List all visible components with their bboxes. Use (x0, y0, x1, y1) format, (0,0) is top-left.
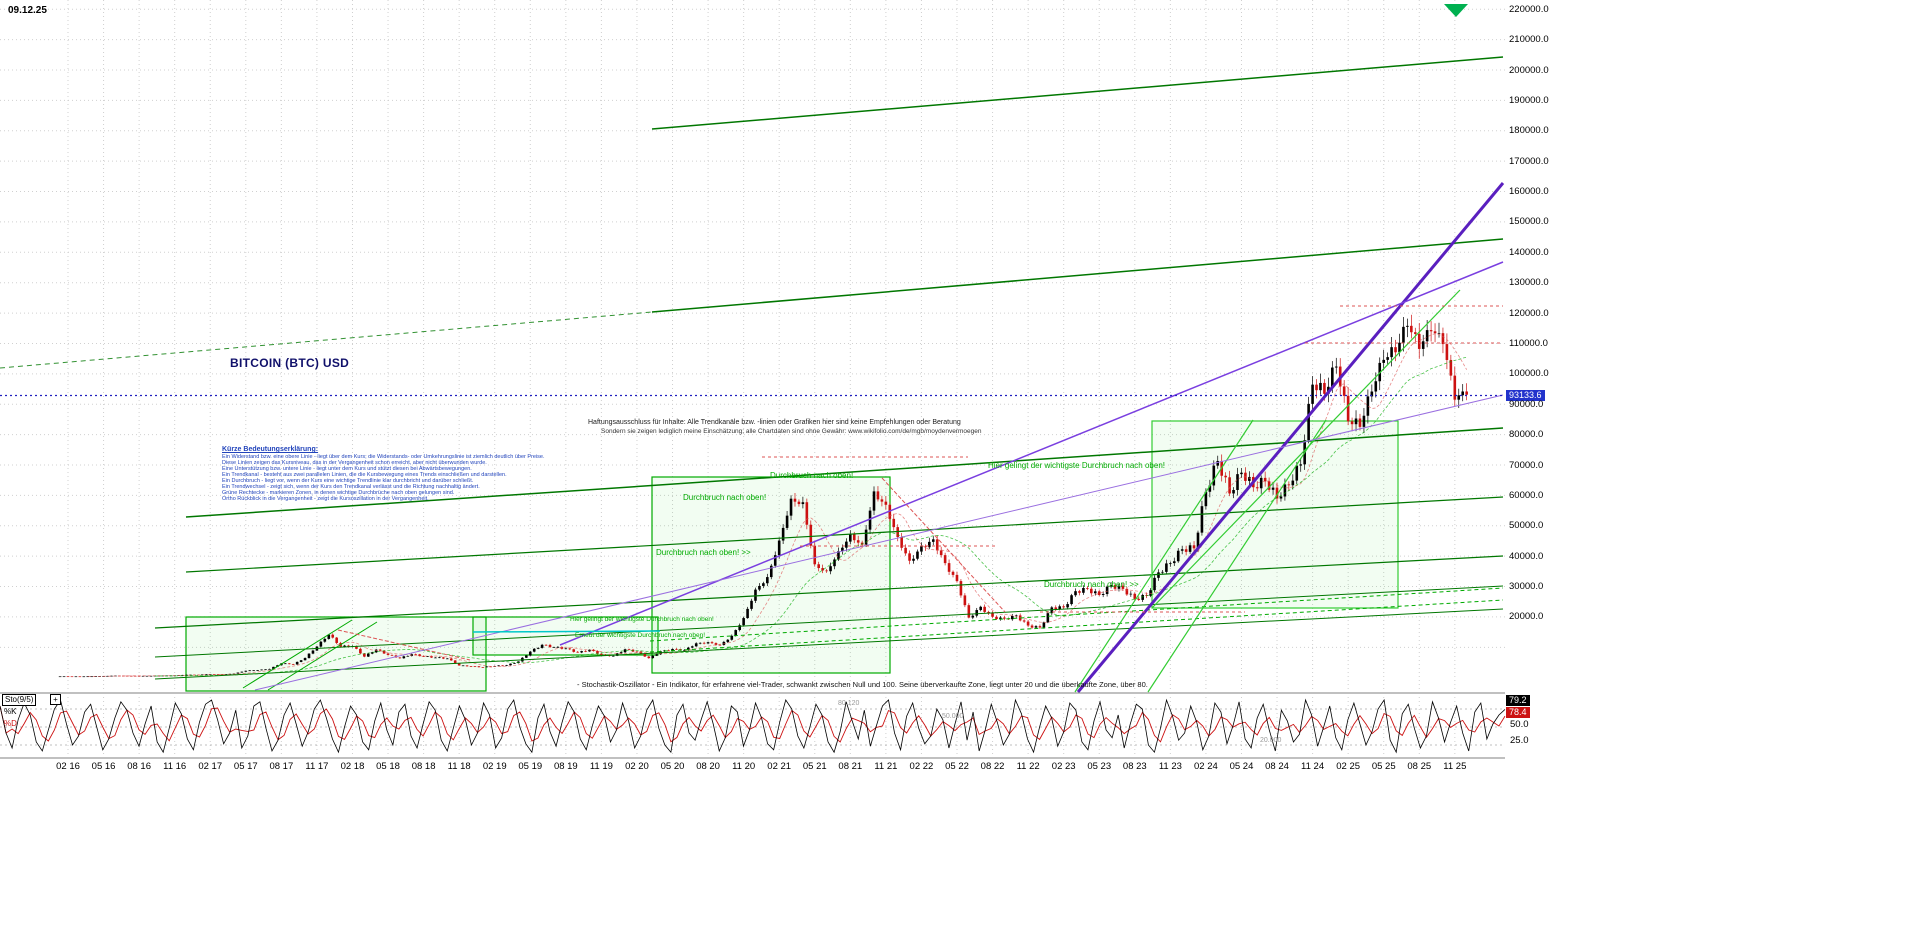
annotation-breakout: Durchbruch nach oben! (683, 493, 767, 502)
date-label: 09.12.25 (8, 5, 47, 16)
legend-line: Ein Widerstand bzw. eine obere Linie - l… (222, 454, 545, 460)
grid-lines (0, 0, 1505, 757)
percent-k-value-badge: 79.2 (1506, 695, 1530, 706)
indicator-expand-button[interactable]: + (50, 694, 61, 705)
annotation-breakout: Durchbruch nach oben! >> (1044, 580, 1139, 589)
marker-triangle-icon (1444, 4, 1468, 17)
oscillator-description: - Stochastik-Oszillator - Ein Indikator,… (577, 680, 1148, 689)
stochastic-indicator-label[interactable]: Sto(9/5) (2, 694, 37, 706)
legend-title: Kürze Bedeutungserklärung: (222, 446, 319, 453)
legend-block: Kürze Bedeutungserklärung: Ein Widerstan… (222, 446, 942, 502)
legend-line: Eine Unterstützung bzw. untere Linie - l… (222, 466, 472, 472)
legend-line: Ortho Rückblick in die Vergangenheit - z… (222, 496, 429, 502)
oscillator-panel (0, 698, 1506, 754)
legend-line: Grüne Rechtecke - markieren Zonen, in de… (222, 490, 455, 496)
trend-lines (0, 56, 1505, 693)
annotation-breakout: Erneut der wichtigste Durchbruch nach ob… (575, 632, 706, 639)
oscillator-level-label: 50.000 (942, 713, 964, 720)
panel-borders (0, 692, 1505, 759)
percent-d-value-badge: 78.4 (1506, 707, 1530, 718)
page-title: BITCOIN (BTC) USD (230, 356, 350, 370)
legend-line: Ein Trendkanal - besteht aus zwei parall… (222, 472, 507, 478)
legend-line: Diese Linien zeigen das Kursniveau, das … (222, 460, 487, 466)
annotation-breakout: Durchbruch nach oben! >> (656, 548, 751, 557)
legend-line: Ein Durchbruch - liegt vor, wenn der Kur… (222, 478, 474, 484)
percent-k-line (0, 698, 1506, 754)
disclaimer-line-1: Haftungsausschluss für Inhalte: Alle Tre… (588, 419, 961, 426)
percent-d-label: %D (4, 719, 17, 728)
percent-k-label: %K (4, 707, 17, 716)
oscillator-level-label: 20.000 (1260, 737, 1282, 744)
legend-line: Ein Trendwechsel - zeigt sich, wenn der … (222, 484, 480, 490)
current-price-badge: 93133.6 (1506, 390, 1545, 401)
disclaimer-line-2: Sondern sie zeigen lediglich meine Einsc… (601, 428, 982, 435)
annotation-breakout-main: Hier gelingt der wichtigste Durchbruch n… (570, 616, 714, 623)
annotation-breakout-main: Hier gelingt der wichtigste Durchbruch n… (988, 461, 1165, 470)
oscillator-level-label: 80.120 (838, 700, 860, 707)
oscillator-axis-label: 25.0 (1510, 735, 1529, 746)
oscillator-axis-label: 50.0 (1510, 719, 1529, 730)
annotation-breakout: Durchbruch nach oben! (770, 471, 854, 480)
